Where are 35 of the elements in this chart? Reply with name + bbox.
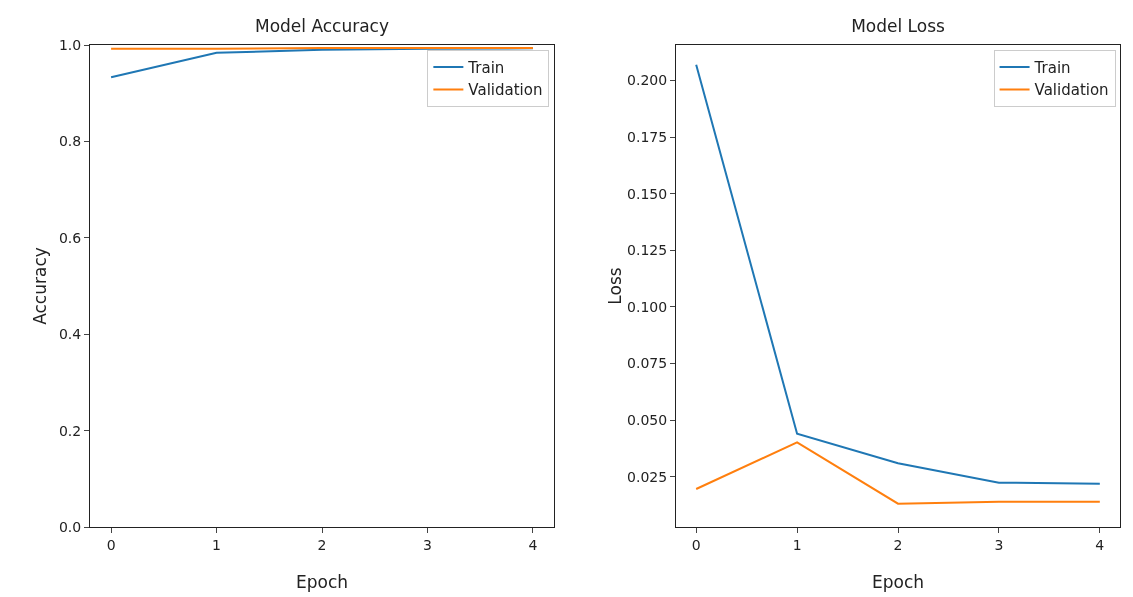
- y-tick-label: 0.2: [58, 422, 82, 439]
- y-tick-label: 0.200: [627, 72, 668, 89]
- x-tick-label: 1: [792, 536, 802, 553]
- legend-label: Validation: [468, 81, 543, 100]
- legend-label: Train: [1033, 58, 1071, 77]
- x-tick-label: 3: [994, 536, 1004, 553]
- chart-title: Model Accuracy: [254, 16, 390, 37]
- x-axis-title: Epoch: [295, 572, 349, 592]
- x-tick-label: 3: [422, 536, 432, 553]
- line-series: [695, 441, 1101, 505]
- y-tick-label: 0.100: [627, 298, 668, 315]
- y-tick-label: 0.175: [627, 129, 668, 146]
- x-tick-label: 4: [528, 536, 538, 553]
- y-tick-label: 0.8: [58, 133, 82, 150]
- y-tick-label: 0.025: [627, 468, 668, 485]
- y-tick-label: 0.050: [627, 412, 668, 429]
- y-tick-label: 1.0: [58, 36, 82, 53]
- legend-label: Train: [467, 58, 505, 77]
- y-axis-title: Loss: [605, 267, 626, 305]
- x-tick-label: 2: [893, 536, 903, 553]
- y-tick-label: 0.4: [58, 326, 82, 343]
- y-tick-label: 0.150: [627, 185, 668, 202]
- y-axis-title: Accuracy: [30, 247, 50, 325]
- legend-label: Validation: [1034, 81, 1109, 100]
- x-tick-label: 0: [691, 536, 701, 553]
- x-tick-label: 1: [212, 536, 222, 553]
- y-tick-label: 0.0: [58, 518, 82, 535]
- y-tick-label: 0.6: [58, 229, 82, 246]
- x-tick-label: 2: [317, 536, 327, 553]
- x-tick-label: 4: [1095, 536, 1105, 553]
- y-tick-label: 0.075: [627, 355, 668, 372]
- y-tick-label: 0.125: [627, 242, 668, 259]
- x-axis-title: Epoch: [871, 572, 925, 592]
- x-tick-label: 0: [106, 536, 116, 553]
- chart-title: Model Loss: [851, 16, 946, 37]
